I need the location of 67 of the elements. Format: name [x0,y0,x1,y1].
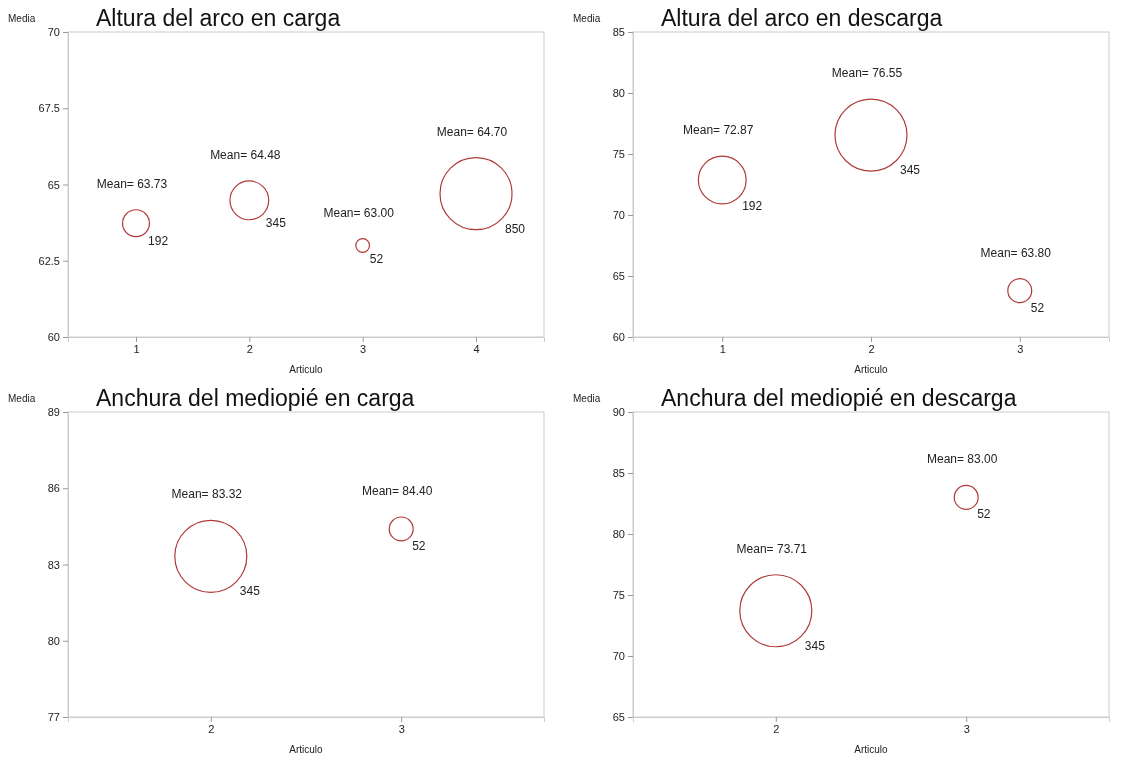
y-tick-label: 65 [47,178,60,191]
y-tick-label: 90 [612,406,625,419]
data-label: Mean= 64.70 [436,124,508,139]
x-tick-label: 2 [246,342,253,355]
annotation: 850 [505,221,526,236]
y-tick-label: 85 [612,467,625,480]
x-tick-label: 3 [398,722,405,735]
y-tick-label: 77 [47,711,60,724]
chart-title: Anchura del mediopié en descarga [661,385,1017,411]
annotation: 192 [742,198,763,213]
y-axis-title: Media [573,13,601,24]
x-axis-title: Articulo [289,744,324,755]
y-tick-label: 75 [612,148,625,161]
x-axis-title: Articulo [854,744,889,755]
y-tick-label: 60 [612,331,625,344]
y-tick-label: 83 [47,558,60,571]
y-tick-label: 65 [612,711,625,724]
annotation: 345 [900,163,921,178]
x-axis-title: Articulo [289,364,324,375]
y-tick-label: 80 [612,87,625,100]
chart-title: Anchura del mediopié en carga [96,385,415,411]
data-label: Mean= 63.73 [96,176,168,191]
y-tick-label: 86 [47,482,60,495]
data-label: Mean= 84.40 [362,483,433,498]
chart-title: Altura del arco en descarga [661,5,943,31]
y-tick-label: 62.5 [38,254,60,267]
y-tick-label: 75 [612,589,625,602]
x-tick-label: 3 [963,722,970,735]
y-tick-label: 80 [47,634,60,647]
y-tick-label: 85 [612,26,625,39]
data-label: Mean= 83.00 [927,452,998,467]
y-tick-label: 70 [47,26,60,39]
y-tick-label: 65 [612,270,625,283]
x-tick-label: 4 [473,342,480,355]
y-axis-title: Media [8,13,36,24]
annotation: 52 [977,507,991,522]
x-tick-label: 3 [360,342,367,355]
x-tick-label: 2 [773,722,780,735]
x-tick-label: 2 [208,722,215,735]
data-label: Mean= 73.71 [736,541,808,556]
y-tick-label: 60 [47,331,60,344]
x-tick-label: 2 [868,342,875,355]
x-tick-label: 3 [1017,342,1024,355]
data-label: Mean= 63.80 [980,245,1052,260]
annotation: 345 [265,215,287,230]
data-label: Mean= 83.32 [171,487,243,502]
y-axis-title: Media [8,393,36,404]
data-label: Mean= 72.87 [683,123,754,138]
y-axis-title: Media [573,393,601,404]
data-label: Mean= 76.55 [831,66,903,81]
annotation: 52 [369,251,384,266]
y-tick-label: 70 [612,209,625,222]
data-label: Mean= 64.48 [210,147,281,162]
data-label: Mean= 63.00 [323,205,395,220]
annotation: 345 [804,638,826,653]
y-tick-label: 67.5 [38,102,60,115]
annotation: 52 [1030,300,1045,315]
x-axis-title: Articulo [854,364,889,375]
annotation: 52 [412,538,426,553]
annotation: 192 [148,234,169,249]
y-tick-label: 89 [47,406,60,419]
annotation: 345 [239,584,261,599]
x-tick-label: 1 [719,342,726,355]
x-tick-label: 1 [133,342,140,355]
chart-title: Altura del arco en carga [96,5,341,31]
y-tick-label: 70 [612,650,625,663]
y-tick-label: 80 [612,528,625,541]
